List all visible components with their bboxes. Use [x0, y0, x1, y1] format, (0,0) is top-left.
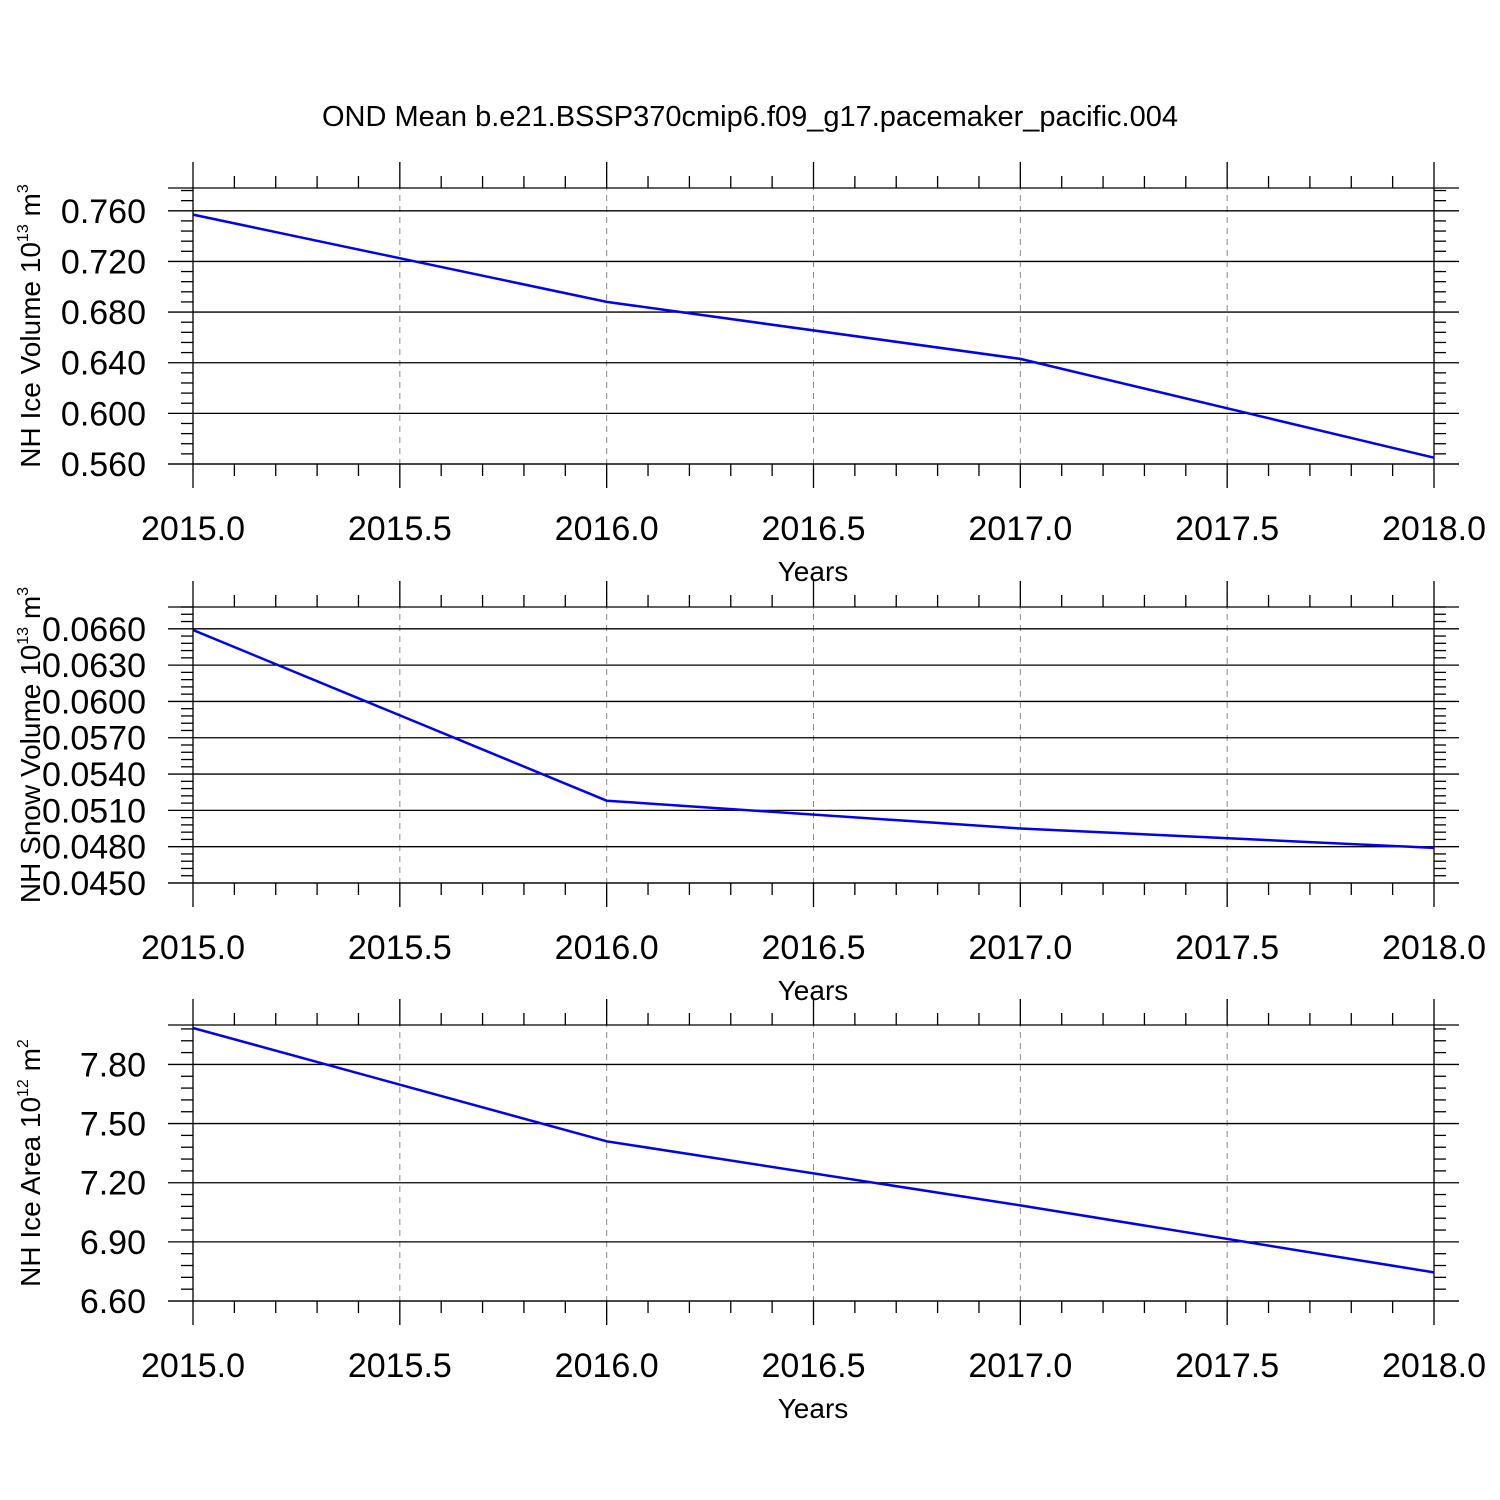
chart-2-x-tick-label: 2017.5: [1175, 929, 1279, 967]
chart-3-x-tick-label: 2018.0: [1382, 1347, 1486, 1385]
chart-1-y-tick-label: 0.680: [61, 294, 146, 332]
chart-1-y-axis-label-unit-exponent: 3: [15, 184, 32, 193]
chart-2-y-tick-label: 0.0480: [42, 829, 146, 867]
chart-panel-3: 2015.0 2015.5 2016.0 2016.5 2017.0 2017.5 2018…: [15, 999, 1486, 1424]
chart-3-y-tick-label: 7.20: [80, 1165, 146, 1203]
chart-3-y-axis-label-unit-exponent: 2: [15, 1039, 32, 1048]
chart-3-x-tick-label: 2017.0: [968, 1347, 1072, 1385]
chart-3-x-tick-label: 2016.5: [762, 1347, 866, 1385]
chart-2-y-axis-label-unit-exponent: 3: [15, 587, 32, 596]
chart-2-y-tick-label: 0.0660: [42, 611, 146, 649]
chart-2-y-axis-label-exponent: 13: [15, 627, 32, 645]
chart-1-y-tick-label: 0.640: [61, 345, 146, 383]
chart-1-x-tick-label: 2017.0: [968, 510, 1072, 548]
chart-1-y-tick-label: 0.560: [61, 446, 146, 484]
chart-3-x-tick-label: 2015.5: [348, 1347, 452, 1385]
chart-3-y-tick-label: 6.90: [80, 1224, 146, 1262]
chart-2-y-tick-label: 0.0570: [42, 720, 146, 758]
chart-2-y-tick-label: 0.0630: [42, 647, 146, 685]
chart-3-x-tick-label: 2015.0: [141, 1347, 245, 1385]
figure-title: OND Mean b.e21.BSSP370cmip6.f09_g17.pace…: [322, 101, 1178, 133]
chart-1-x-tick-label: 2015.0: [141, 510, 245, 548]
chart-2-x-tick-label: 2018.0: [1382, 929, 1486, 967]
chart-3-x-axis-label: Years: [778, 1393, 849, 1424]
chart-1-x-tick-label: 2015.5: [348, 510, 452, 548]
chart-2-x-tick-label: 2015.5: [348, 929, 452, 967]
chart-2-y-axis-label-unit: m: [15, 596, 46, 627]
chart-1-x-tick-label: 2017.5: [1175, 510, 1279, 548]
chart-3-y-axis-label-base: NH Ice Area 10: [15, 1097, 46, 1287]
chart-1-y-tick-label: 0.600: [61, 395, 146, 433]
chart-2-y-tick-label: 0.0540: [42, 756, 146, 794]
chart-2-series-line: [192, 628, 1435, 850]
chart-panel-2: 2015.0 2015.5 2016.0 2016.5 2017.0 2017.5 2018…: [15, 581, 1486, 1006]
chart-1-y-tick-label: 0.760: [61, 193, 146, 231]
chart-1-x-tick-label: 2016.5: [762, 510, 866, 548]
chart-3-series-line: [192, 1026, 1435, 1274]
chart-2-y-axis-label-base: NH Snow Volume 10: [15, 645, 46, 903]
chart-2-y-tick-label: 0.0510: [42, 792, 146, 830]
chart-1-y-axis-label-base: NH Ice Volume 10: [15, 242, 46, 468]
chart-1-y-axis-label-exponent: 13: [15, 224, 32, 242]
chart-2-x-tick-label: 2017.0: [968, 929, 1072, 967]
chart-panels: 2015.0 2015.5 2016.0 2016.5 2017.0 2017.5 2018…: [15, 162, 1486, 1424]
chart-3-y-tick-label: 7.50: [80, 1106, 146, 1144]
chart-2-x-tick-label: 2015.0: [141, 929, 245, 967]
chart-3-y-tick-label: 7.80: [80, 1046, 146, 1084]
chart-1-y-tick-label: 0.720: [61, 243, 146, 281]
chart-2-y-axis-label: NH Snow Volume 1013 m3: [15, 587, 46, 903]
chart-3-y-axis-label: NH Ice Area 1012 m2: [15, 1039, 46, 1287]
chart-2-y-tick-label: 0.0600: [42, 683, 146, 721]
chart-3-y-tick-label: 6.60: [80, 1283, 146, 1321]
chart-1-x-tick-label: 2018.0: [1382, 510, 1486, 548]
chart-2-y-tick-label: 0.0450: [42, 865, 146, 903]
chart-3-x-tick-label: 2016.0: [555, 1347, 659, 1385]
chart-3-y-axis-label-exponent: 12: [15, 1079, 32, 1097]
chart-2-x-tick-label: 2016.5: [762, 929, 866, 967]
chart-3-x-tick-label: 2017.5: [1175, 1347, 1279, 1385]
chart-2-x-tick-label: 2016.0: [555, 929, 659, 967]
chart-1-y-axis-label-unit: m: [15, 193, 46, 224]
chart-panel-1: 2015.0 2015.5 2016.0 2016.5 2017.0 2017.5 2018…: [15, 162, 1486, 587]
chart-1-x-tick-label: 2016.0: [555, 510, 659, 548]
chart-1-y-axis-label: NH Ice Volume 1013 m3: [15, 184, 46, 468]
chart-1-series-line: [192, 213, 1435, 459]
chart-3-y-axis-label-unit: m: [15, 1048, 46, 1079]
